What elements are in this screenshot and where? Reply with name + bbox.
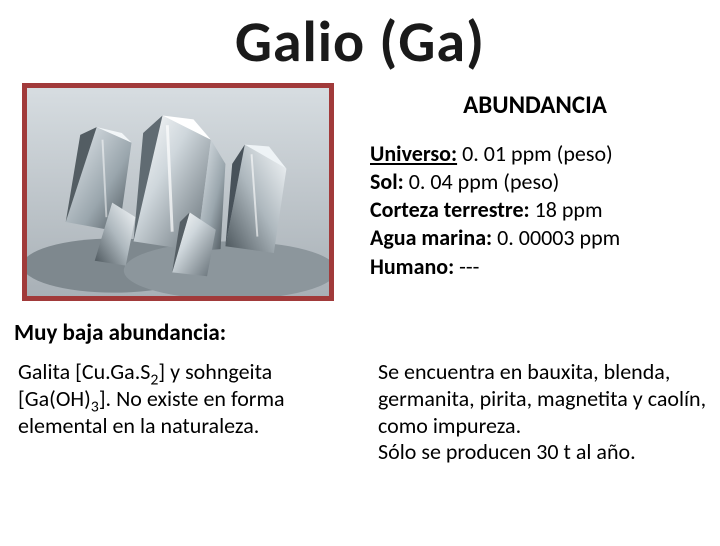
abundance-column: ABUNDANCIA Universo: 0. 01 ppm (peso) So… bbox=[370, 83, 700, 301]
gallium-crystal-illustration bbox=[27, 88, 329, 296]
text-prefix: Galita [Cu.Ga.S bbox=[18, 358, 150, 385]
abundance-list: Universo: 0. 01 ppm (peso) Sol: 0. 04 pp… bbox=[370, 140, 700, 281]
abundance-label: Humano: bbox=[370, 253, 454, 280]
occurrence-line1: Se encuentra en bauxita, blenda, germani… bbox=[378, 359, 708, 439]
content-row: ABUNDANCIA Universo: 0. 01 ppm (peso) So… bbox=[0, 83, 720, 301]
abundance-value: --- bbox=[459, 253, 479, 280]
abundance-label: Sol: bbox=[370, 168, 404, 195]
abundance-heading: ABUNDANCIA bbox=[370, 89, 700, 120]
abundance-value: 0. 04 ppm (peso) bbox=[409, 168, 560, 195]
abundance-row-sol: Sol: 0. 04 ppm (peso) bbox=[370, 168, 700, 196]
abundance-label: Corteza terrestre: bbox=[370, 196, 530, 223]
abundance-value: 18 ppm bbox=[535, 196, 603, 223]
bottom-row: Galita [Cu.Ga.S2] y sohngeita [Ga(OH)3].… bbox=[0, 359, 720, 466]
abundance-value: 0. 00003 ppm bbox=[497, 224, 620, 251]
occurrence-text: Se encuentra en bauxita, blenda, germani… bbox=[378, 359, 708, 466]
abundance-row-humano: Humano: --- bbox=[370, 253, 700, 281]
abundance-row-agua: Agua marina: 0. 00003 ppm bbox=[370, 224, 700, 252]
page-title: Galio (Ga) bbox=[0, 6, 720, 77]
minerals-text: Galita [Cu.Ga.S2] y sohngeita [Ga(OH)3].… bbox=[18, 359, 348, 466]
abundance-row-corteza: Corteza terrestre: 18 ppm bbox=[370, 196, 700, 224]
abundance-label: Agua marina: bbox=[370, 224, 492, 251]
subheading: Muy baja abundancia: bbox=[14, 319, 720, 347]
abundance-row-universo: Universo: 0. 01 ppm (peso) bbox=[370, 140, 700, 168]
abundance-label: Universo: bbox=[370, 140, 457, 167]
occurrence-line2: Sólo se producen 30 t al año. bbox=[378, 439, 708, 466]
element-image-frame bbox=[22, 83, 334, 301]
abundance-value: 0. 01 ppm (peso) bbox=[462, 140, 613, 167]
